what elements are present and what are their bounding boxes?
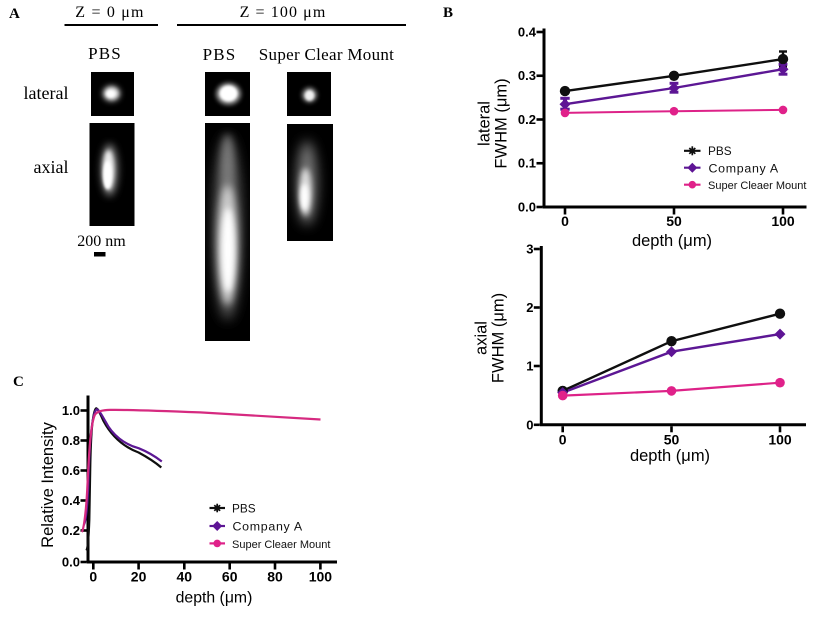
svg-text:Z = 100 μm: Z = 100 μm: [240, 4, 327, 21]
svg-text:50: 50: [664, 432, 680, 448]
svg-text:0.4: 0.4: [62, 493, 81, 508]
svg-text:60: 60: [222, 569, 238, 585]
svg-text:FWHM (μm): FWHM (μm): [490, 293, 508, 383]
svg-text:0.2: 0.2: [518, 112, 536, 127]
svg-text:0.0: 0.0: [518, 200, 536, 215]
svg-text:0: 0: [526, 417, 533, 432]
svg-text:1.0: 1.0: [62, 403, 80, 418]
svg-text:0.4: 0.4: [518, 25, 537, 40]
svg-text:Relative Intensity: Relative Intensity: [39, 421, 57, 547]
svg-text:100: 100: [309, 569, 333, 585]
svg-text:100: 100: [768, 432, 792, 448]
svg-text:lateral: lateral: [24, 83, 69, 103]
svg-text:0: 0: [89, 569, 97, 585]
svg-text:Super Clear Mount: Super Clear Mount: [259, 45, 394, 64]
svg-text:3: 3: [526, 242, 533, 257]
svg-text:0: 0: [561, 213, 569, 229]
svg-text:depth (μm): depth (μm): [632, 232, 712, 250]
svg-text:80: 80: [267, 569, 283, 585]
svg-text:A: A: [9, 6, 20, 22]
svg-text:depth (μm): depth (μm): [176, 590, 253, 607]
svg-text:100: 100: [771, 213, 795, 229]
svg-text:20: 20: [131, 569, 147, 585]
svg-text:2: 2: [526, 300, 533, 315]
svg-text:PBS: PBS: [232, 501, 256, 515]
svg-text:axial: axial: [34, 157, 69, 177]
svg-text:Z = 0 μm: Z = 0 μm: [75, 4, 144, 21]
svg-text:0.2: 0.2: [62, 523, 80, 538]
svg-text:0.3: 0.3: [518, 68, 536, 83]
svg-text:PBS: PBS: [88, 44, 122, 63]
svg-text:1: 1: [526, 359, 533, 374]
svg-text:Company A: Company A: [709, 162, 779, 176]
svg-text:lateral: lateral: [476, 101, 494, 146]
svg-text:0.1: 0.1: [518, 156, 536, 171]
svg-text:FWHM (μm): FWHM (μm): [493, 78, 511, 168]
svg-text:PBS: PBS: [708, 144, 732, 158]
svg-text:50: 50: [666, 213, 682, 229]
svg-text:0.0: 0.0: [62, 555, 80, 570]
svg-text:C: C: [13, 374, 24, 390]
svg-text:axial: axial: [473, 321, 491, 355]
svg-text:B: B: [443, 5, 453, 21]
svg-text:PBS: PBS: [203, 45, 237, 64]
svg-text:depth (μm): depth (μm): [630, 447, 710, 465]
svg-text:Super Cleaer Mount: Super Cleaer Mount: [708, 180, 806, 192]
svg-text:0: 0: [559, 432, 567, 448]
svg-text:Super Cleaer Mount: Super Cleaer Mount: [232, 539, 330, 551]
svg-text:0.6: 0.6: [62, 463, 80, 478]
svg-text:40: 40: [177, 569, 193, 585]
svg-text:Company A: Company A: [233, 520, 303, 534]
svg-text:0.8: 0.8: [62, 433, 80, 448]
svg-text:200 nm: 200 nm: [77, 233, 126, 250]
